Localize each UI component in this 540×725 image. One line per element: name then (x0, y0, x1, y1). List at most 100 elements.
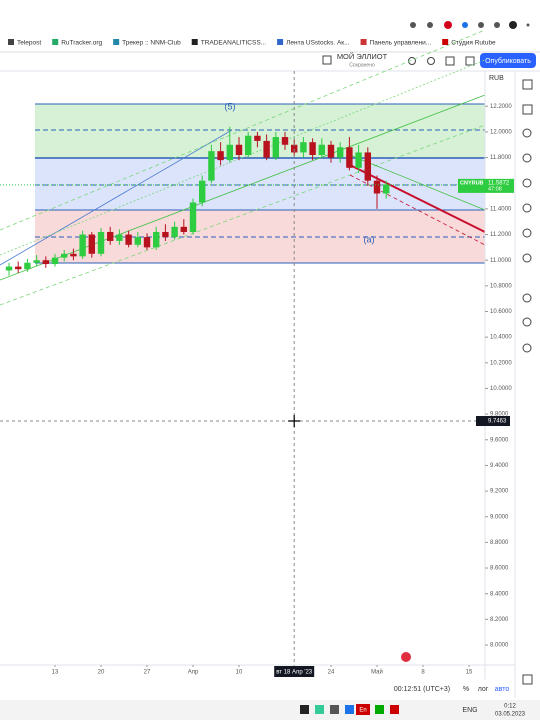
crosshair-price-box (476, 415, 510, 426)
percent-toggle[interactable]: % (463, 686, 469, 693)
bar-countdown: 47:08 (488, 186, 502, 192)
language[interactable]: ENG (462, 707, 477, 714)
candle-body (226, 144, 234, 161)
clock[interactable]: 0:12 (504, 704, 516, 710)
candle-body (107, 231, 114, 241)
candle-body (254, 135, 261, 141)
zone-blue (35, 158, 485, 210)
layout-name[interactable]: МОЙ ЭЛЛИОТ (337, 52, 388, 61)
input-indicator[interactable]: En (359, 708, 366, 714)
candle-body (97, 231, 105, 254)
y-tick-label: 10.0000 (490, 386, 512, 392)
bookmark-icon (277, 39, 284, 45)
publish-label[interactable]: Опубликовать (485, 57, 531, 65)
bookmark[interactable]: Студия Rutube (451, 40, 496, 47)
candle-body (382, 184, 390, 194)
x-tick-label: 10 (236, 670, 243, 676)
candle-body (51, 257, 59, 265)
bookmark[interactable]: Лента USstocks. Ак... (286, 40, 350, 47)
sidebar-icons[interactable] (522, 79, 533, 685)
candle-body (116, 234, 123, 241)
candle-body (33, 260, 40, 263)
x-tick-label: 24 (328, 670, 335, 676)
candle-body (5, 266, 13, 271)
candle-body (153, 231, 160, 248)
taskbar-icons[interactable] (300, 705, 399, 714)
bookmark-icon (191, 39, 198, 45)
candle-body (199, 180, 206, 203)
y-tick-label: 8.2000 (490, 617, 509, 623)
log-toggle[interactable]: лог (478, 686, 489, 693)
candle-body (171, 226, 178, 238)
bookmark-icon (113, 39, 120, 45)
bookmark[interactable]: Telepost (17, 40, 41, 47)
currency-label[interactable]: RUB (489, 75, 504, 82)
zone-green (35, 104, 485, 158)
candle-body (180, 226, 188, 232)
x-tick-label: 8 (421, 670, 425, 676)
save-status: Сохранено (349, 62, 375, 68)
candle-body (15, 266, 22, 270)
bookmark[interactable]: Панель управлени... (370, 40, 432, 47)
toolbar-icons[interactable] (408, 56, 475, 66)
candle-body (355, 152, 362, 168)
record-button[interactable] (401, 652, 411, 662)
y-tick-label: 9.2000 (490, 489, 509, 495)
y-tick-label: 8.0000 (490, 643, 509, 649)
y-tick-label: 9.8000 (490, 412, 509, 418)
cursor (288, 415, 301, 427)
candle-body (373, 180, 381, 194)
y-tick-label: 10.8000 (490, 283, 512, 289)
candle-body (263, 140, 270, 158)
y-tick-label: 11.2000 (490, 232, 512, 238)
y-tick-label: 12.0000 (490, 130, 512, 136)
candle-body (346, 147, 353, 168)
candle-body (318, 144, 326, 156)
bookmark[interactable]: TRADEANALITICSS... (201, 40, 267, 47)
candle-body (24, 262, 31, 270)
candle-body (300, 142, 307, 153)
bookmark-icon (442, 39, 449, 45)
auto-toggle[interactable]: авто (495, 686, 510, 693)
candle-body (189, 202, 197, 232)
y-tick-label: 9.0000 (490, 514, 509, 520)
last-price-label: 11.5872 (488, 180, 510, 186)
taskbar (0, 700, 540, 720)
last-price-box (458, 178, 514, 193)
input-badge[interactable] (356, 704, 370, 715)
browser-icons (410, 21, 530, 29)
date[interactable]: 03.05.2023 (495, 712, 526, 718)
candle-body (61, 253, 68, 258)
clock-utc[interactable]: 00:12:51 (UTC+3) (394, 686, 450, 693)
bookmark-icon (360, 39, 367, 45)
candle-body (327, 144, 335, 158)
candle-body (88, 234, 96, 254)
candle-body (336, 147, 344, 158)
candle-body (309, 142, 316, 156)
wave-label: (5) (225, 101, 236, 111)
toolbar-icon[interactable] (322, 55, 332, 65)
x-tick-label: 27 (144, 670, 151, 676)
y-tick-label: 11.4000 (490, 206, 512, 212)
wave-label: (a) (364, 234, 375, 244)
bookmark[interactable]: Трекер :: NNM-Club (122, 40, 181, 47)
candle-body (217, 151, 224, 161)
y-tick-label: 11.0000 (490, 258, 512, 264)
candle-body (42, 260, 50, 265)
x-tick-label: Апр (188, 670, 199, 676)
candle-body (162, 231, 169, 238)
publish-button[interactable] (480, 53, 536, 68)
candle-body (235, 144, 243, 156)
x-tick-label: 15 (466, 670, 473, 676)
crosshair-price: 9.7463 (488, 419, 507, 425)
candle-body (272, 137, 280, 158)
x-tick-label: 20 (98, 670, 105, 676)
bookmark[interactable]: RuTracker.org (61, 40, 102, 47)
candle-body (125, 234, 132, 245)
y-tick-label: 12.2000 (490, 104, 512, 110)
y-tick-label: 8.6000 (490, 566, 509, 572)
candle-body (281, 137, 289, 145)
y-tick-label: 8.4000 (490, 591, 509, 597)
